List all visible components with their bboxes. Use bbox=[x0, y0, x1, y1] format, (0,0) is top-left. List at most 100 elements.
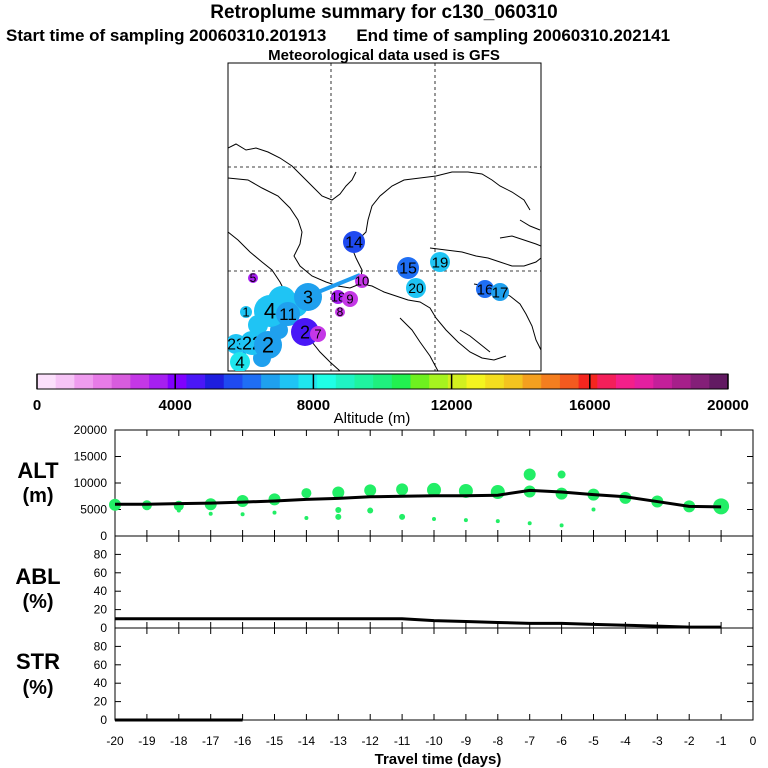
chart-title: Retroplume summary for c130_060310 bbox=[210, 2, 558, 23]
plume-marker bbox=[476, 280, 494, 298]
y-tick-label: 80 bbox=[94, 639, 108, 653]
colorbar-tick-label: 8000 bbox=[297, 397, 330, 414]
alt-point bbox=[208, 511, 213, 516]
colorbar-cell bbox=[653, 374, 673, 389]
colorbar-cell bbox=[391, 374, 412, 389]
colorbar-cell bbox=[429, 374, 449, 389]
y-tick-label: 80 bbox=[94, 547, 108, 561]
alt-point bbox=[557, 470, 566, 479]
y-tick-label: 0 bbox=[100, 529, 107, 543]
y-tick-label: 20 bbox=[94, 695, 108, 709]
plume-marker-label: 2 bbox=[300, 322, 310, 342]
colorbar-cell bbox=[205, 374, 225, 389]
x-tick-label: -18 bbox=[170, 734, 188, 748]
x-tick-label: -4 bbox=[620, 734, 631, 748]
colorbar-cell bbox=[74, 374, 94, 389]
colorbar-cell bbox=[149, 374, 169, 389]
plume-marker-label: 10 bbox=[355, 274, 369, 289]
plume-marker bbox=[355, 274, 369, 288]
y-tick-label: 40 bbox=[94, 584, 108, 598]
colorbar-tick-label: 4000 bbox=[159, 397, 192, 414]
y-tick-label: 0 bbox=[100, 621, 107, 635]
alt-point bbox=[495, 519, 500, 524]
plume-marker-label: 4 bbox=[264, 299, 276, 324]
abl-label: ABL bbox=[15, 564, 60, 589]
abl-series-line bbox=[115, 617, 722, 629]
plume-marker bbox=[248, 273, 258, 283]
plume-marker-label: 14 bbox=[345, 235, 363, 252]
y-tick-label: 10000 bbox=[74, 476, 108, 490]
colorbar-cell bbox=[634, 374, 654, 389]
alt-point bbox=[490, 485, 505, 500]
x-ticks: -20 -19 -18 -17 -16 -15 -14 -13 -12 -11 -10 -9 -8 -7-… bbox=[106, 430, 757, 748]
colorbar-cell bbox=[373, 374, 393, 389]
colorbar-cell bbox=[167, 374, 187, 389]
plume-marker-label: 3 bbox=[303, 287, 313, 307]
alt-point bbox=[335, 513, 342, 520]
alt-point bbox=[463, 518, 468, 523]
colorbar-tick-label: 12000 bbox=[431, 397, 473, 414]
colorbar-cell bbox=[335, 374, 355, 389]
plume-marker-label: 2 bbox=[262, 333, 274, 358]
x-tick-label: -3 bbox=[652, 734, 663, 748]
y-tick-label: 15000 bbox=[74, 450, 108, 464]
x-tick-label: -8 bbox=[492, 734, 503, 748]
plume-marker-label: 8 bbox=[337, 305, 344, 319]
colorbar-cell bbox=[503, 374, 524, 389]
colorbar-cell bbox=[242, 374, 262, 389]
x-tick-label: -20 bbox=[106, 734, 124, 748]
colorbar-cell bbox=[578, 374, 598, 389]
y-ticks: 20000 15000 10000 5000 0 80 60 40 20 0 80 60 40 20 0 bbox=[74, 423, 753, 727]
colorbar-cell bbox=[186, 374, 206, 389]
colorbar-cell bbox=[485, 374, 505, 389]
x-tick-label: -1 bbox=[716, 734, 727, 748]
colorbar-cell bbox=[597, 374, 617, 389]
colorbar-cell bbox=[298, 374, 318, 389]
colorbar-cell bbox=[466, 374, 486, 389]
colorbar-cells bbox=[37, 374, 729, 389]
alt-point bbox=[335, 507, 342, 514]
y-tick-label: 5000 bbox=[80, 503, 107, 517]
colorbar-cell bbox=[709, 374, 729, 389]
plume-marker bbox=[430, 252, 450, 272]
end-time: End time of sampling 20060310.202141 bbox=[356, 26, 671, 45]
x-tick-label: -11 bbox=[394, 734, 411, 748]
plume-marker bbox=[310, 326, 326, 342]
colorbar-tick-label: 0 bbox=[33, 397, 41, 414]
alt-series-line bbox=[115, 488, 722, 509]
colorbar-cell bbox=[671, 374, 692, 389]
y-tick-label: 60 bbox=[94, 566, 108, 580]
x-tick-label: -19 bbox=[138, 734, 156, 748]
colorbar-cell bbox=[55, 374, 75, 389]
alt-point bbox=[399, 513, 406, 520]
panels-frame bbox=[114, 429, 754, 721]
plume-marker-label: 9 bbox=[346, 292, 353, 307]
time-series-panels: ALT (m) ABL (%) STR (%) 2000015000100005… bbox=[15, 423, 756, 768]
plume-marker-label: 17 bbox=[492, 284, 509, 301]
colorbar-cell bbox=[541, 374, 561, 389]
colorbar: 0 4000 8000 12000 16000 20000 Altitude (m) bbox=[33, 373, 749, 427]
x-tick-label: -9 bbox=[461, 734, 472, 748]
colorbar-cell bbox=[522, 374, 542, 389]
colorbar-cell bbox=[690, 374, 710, 389]
colorbar-cell bbox=[447, 374, 468, 389]
colorbar-cell bbox=[410, 374, 430, 389]
alt-point bbox=[559, 523, 564, 528]
y-tick-label: 20000 bbox=[74, 423, 108, 437]
plume-marker bbox=[343, 231, 365, 253]
alt-point bbox=[591, 507, 596, 512]
alt-scatter bbox=[109, 468, 730, 528]
x-tick-label: -6 bbox=[556, 734, 567, 748]
alt-point bbox=[432, 517, 436, 522]
alt-point bbox=[396, 483, 409, 496]
plume-marker bbox=[276, 302, 300, 326]
colorbar-tick-label: 20000 bbox=[707, 397, 749, 414]
plume-marker-label: 15 bbox=[399, 261, 417, 278]
map-gridlines bbox=[228, 63, 541, 371]
x-tick-label: -7 bbox=[524, 734, 535, 748]
str-unit: (%) bbox=[22, 677, 53, 699]
abl-unit: (%) bbox=[22, 591, 53, 613]
